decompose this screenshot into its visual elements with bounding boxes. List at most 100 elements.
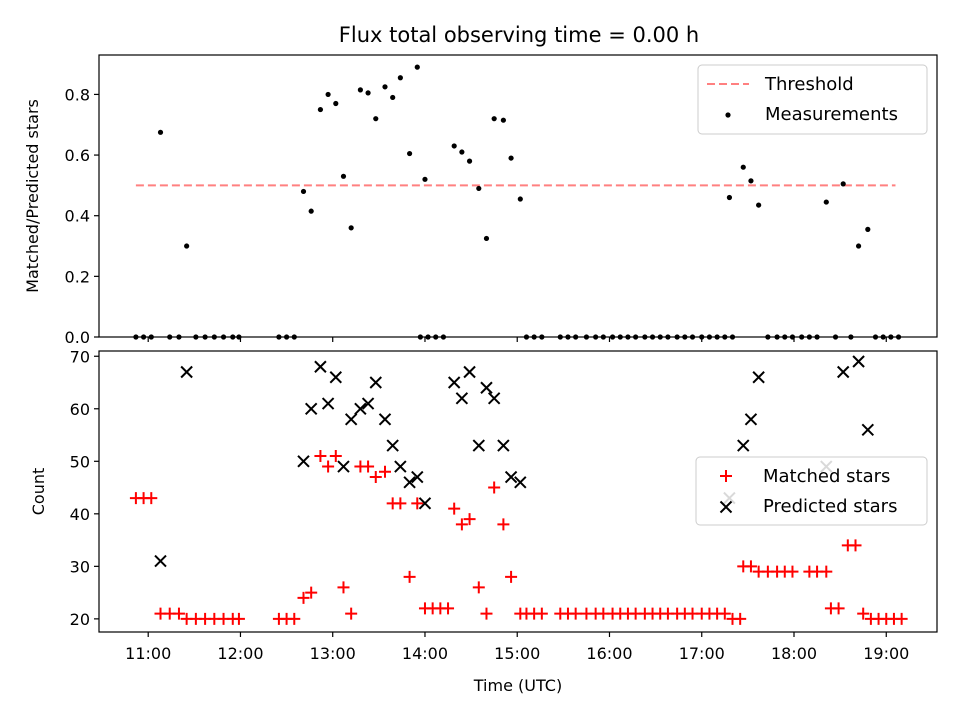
measurement-point xyxy=(500,117,506,123)
bottom-panel: 20 30 40 50 60 70 11:00 12:00 13:00 14:00 15:00 16:… xyxy=(29,347,938,695)
predicted-star-point xyxy=(386,439,399,452)
matched-star-point xyxy=(857,607,870,620)
measurement-point xyxy=(823,199,829,205)
measurement-point xyxy=(202,334,208,340)
measurement-point xyxy=(729,334,736,340)
matched-star-point xyxy=(497,518,510,531)
measurement-point xyxy=(832,334,839,340)
measurement-point xyxy=(855,243,862,249)
legend-box xyxy=(697,64,928,135)
predicted-star-point xyxy=(321,397,335,410)
measurement-point xyxy=(425,334,431,340)
x-tick-label: 15:00 xyxy=(494,644,540,663)
measurement-point xyxy=(748,178,754,184)
predicted-star-point xyxy=(418,497,432,510)
y-axis-label: Count xyxy=(29,468,48,516)
matched-star-point xyxy=(734,612,747,625)
y-tick-label: 30 xyxy=(70,557,90,576)
measurement-point xyxy=(176,334,182,340)
measurement-point xyxy=(291,334,297,340)
measurement-point xyxy=(365,90,371,96)
matched-star-point xyxy=(832,602,845,615)
measurement-point xyxy=(476,185,482,192)
legend-matched-swatch xyxy=(720,470,732,482)
measurement-point xyxy=(633,334,639,340)
y-tick-label: 0.4 xyxy=(65,207,90,226)
matched-star-point xyxy=(322,460,335,473)
measurement-point xyxy=(451,143,457,149)
measurement-point xyxy=(617,334,623,340)
measurement-point xyxy=(573,334,579,340)
measurement-point xyxy=(722,334,728,340)
measurement-point xyxy=(765,334,771,340)
measurement-point xyxy=(283,334,290,340)
measurement-point xyxy=(756,202,762,208)
legend-box xyxy=(695,456,928,526)
y-tick-label: 40 xyxy=(70,505,90,524)
legend-threshold-label: Threshold xyxy=(764,74,854,95)
measurement-point xyxy=(491,116,497,122)
predicted-star-point xyxy=(369,376,382,389)
legend-matched-label: Matched stars xyxy=(763,466,890,487)
measurement-point xyxy=(699,334,705,340)
legend-measurements-label: Measurements xyxy=(765,104,898,125)
x-tick-label: 18:00 xyxy=(771,644,817,663)
predicted-star-point xyxy=(836,365,850,379)
matched-star-point xyxy=(480,607,493,620)
plot-frame xyxy=(98,54,938,338)
measurement-point xyxy=(895,334,902,340)
y-tick-label: 60 xyxy=(70,400,90,419)
matched-star-point xyxy=(378,465,391,478)
matched-star-point xyxy=(535,607,548,620)
measurement-point xyxy=(625,334,631,340)
predicted-star-point xyxy=(514,476,527,489)
y-tick-label: 0.0 xyxy=(65,328,90,347)
y-tick-label: 70 xyxy=(70,347,90,366)
matched-star-point xyxy=(403,570,416,583)
measurement-point xyxy=(565,334,571,340)
measurement-point xyxy=(508,155,514,161)
matched-star-point xyxy=(895,612,908,625)
y-tick-label: 0.8 xyxy=(65,85,90,104)
matched-star-point xyxy=(442,602,455,615)
predicted-star-point xyxy=(744,413,758,426)
predicted-star-point xyxy=(852,355,865,368)
predicted-star-point xyxy=(154,554,167,568)
matched-star-point xyxy=(849,539,862,552)
measurement-point xyxy=(523,334,530,340)
measurement-point xyxy=(880,334,886,340)
predicted-star-point xyxy=(752,371,765,384)
predicted-star-point xyxy=(480,381,493,394)
matched-star-point xyxy=(329,450,342,463)
measurement-point xyxy=(740,164,746,170)
predicted-star-point xyxy=(314,360,327,373)
matched-star-point xyxy=(488,481,501,494)
x-axis-label: Time (UTC) xyxy=(473,676,562,695)
measurement-point xyxy=(557,334,563,340)
x-tick-label: 14:00 xyxy=(402,644,448,663)
x-tick-label: 11:00 xyxy=(125,644,171,663)
matched-star-point xyxy=(362,460,375,473)
measurement-point xyxy=(220,334,227,340)
y-tick-label: 0.2 xyxy=(65,267,90,286)
measurement-point xyxy=(531,334,537,340)
legend-measurements-swatch xyxy=(725,112,731,118)
measurement-point xyxy=(642,334,648,340)
predicted-star-point xyxy=(504,470,518,484)
measurement-point xyxy=(840,181,846,187)
x-tick-label: 12:00 xyxy=(217,644,263,663)
measurement-point xyxy=(706,334,713,340)
measurement-point xyxy=(433,334,439,340)
matched-star-point xyxy=(172,607,185,620)
measurement-point xyxy=(848,334,854,340)
plot-frame xyxy=(98,350,938,633)
top-panel: 0.0 0.2 0.4 0.6 0.8 Matched/Predicted stars Th… xyxy=(23,54,938,347)
predicted-star-point xyxy=(337,460,350,473)
x-tick-label: 16:00 xyxy=(586,644,632,663)
predicted-star-point xyxy=(180,365,193,379)
measurement-point xyxy=(714,334,720,340)
measurement-point xyxy=(373,116,379,122)
measurement-point xyxy=(657,334,663,340)
matched-star-point xyxy=(463,513,476,526)
